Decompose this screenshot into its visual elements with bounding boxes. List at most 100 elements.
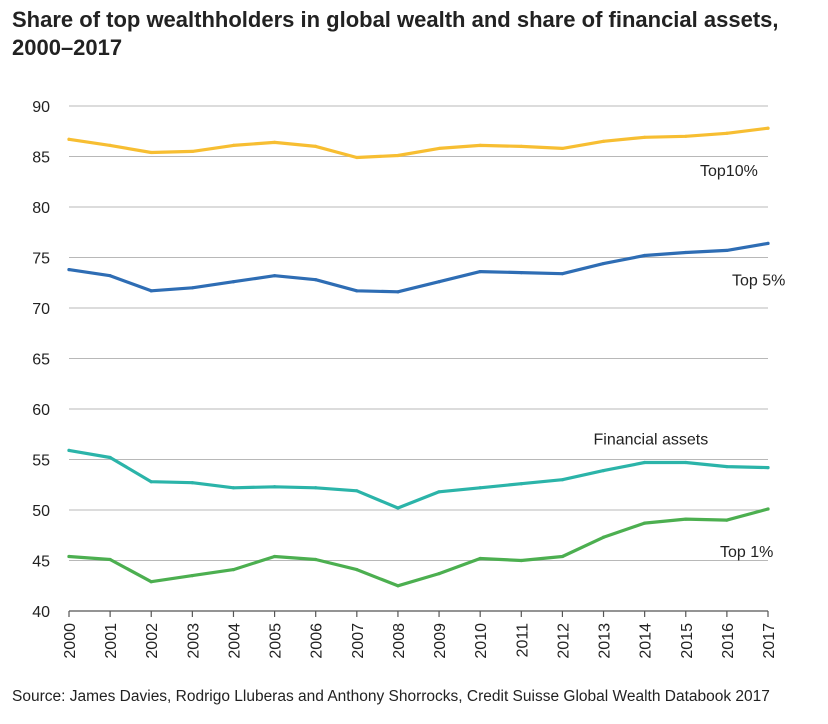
y-tick-label: 85 xyxy=(32,150,50,167)
data-point-top10 xyxy=(437,146,441,151)
series-line-top-5 xyxy=(67,241,770,294)
x-tick-label: 2001 xyxy=(103,623,120,659)
data-point-top-5 xyxy=(67,268,71,272)
data-point-top10 xyxy=(396,153,400,158)
data-point-top-1 xyxy=(437,572,441,576)
data-point-top-1 xyxy=(478,556,482,561)
data-point-top10 xyxy=(190,149,194,154)
data-point-financial-assets xyxy=(643,460,647,465)
x-tick-label: 2006 xyxy=(309,623,326,659)
series-label-financial-assets: Financial assets xyxy=(594,432,709,449)
data-point-top10 xyxy=(67,137,71,141)
data-point-top-1 xyxy=(108,557,112,562)
data-point-top-1 xyxy=(149,580,153,584)
x-tick-label: 2008 xyxy=(391,623,408,659)
data-point-top-1 xyxy=(643,521,647,525)
data-point-top-5 xyxy=(355,289,359,293)
data-point-top-5 xyxy=(766,241,770,245)
y-tick-label: 55 xyxy=(32,453,50,470)
data-point-top10 xyxy=(766,126,770,130)
data-point-financial-assets xyxy=(396,506,400,510)
x-tick-label: 2003 xyxy=(185,623,202,659)
data-point-top-5 xyxy=(519,271,523,275)
x-tick-label: 2010 xyxy=(473,623,490,659)
data-point-top-5 xyxy=(314,278,318,282)
data-point-top-5 xyxy=(560,272,565,276)
x-tick-label: 2002 xyxy=(144,623,161,659)
data-point-top-1 xyxy=(519,558,523,563)
data-point-top10 xyxy=(355,155,359,160)
series-lines xyxy=(67,126,770,588)
data-point-top-5 xyxy=(272,274,277,278)
data-point-top10 xyxy=(684,134,688,138)
source-note: Source: James Davies, Rodrigo Lluberas a… xyxy=(12,688,770,705)
data-point-top-5 xyxy=(149,289,153,293)
y-tick-label: 60 xyxy=(32,402,50,419)
data-point-top-5 xyxy=(396,290,400,294)
data-point-top10 xyxy=(314,144,318,148)
series-line-financial-assets xyxy=(67,448,770,510)
y-tick-label: 75 xyxy=(32,251,50,268)
data-point-financial-assets xyxy=(67,448,71,453)
y-tick-label: 50 xyxy=(32,503,50,520)
data-point-top-1 xyxy=(396,584,400,588)
data-point-financial-assets xyxy=(190,481,194,485)
series-label-top10: Top10% xyxy=(700,163,758,180)
data-point-top10 xyxy=(478,143,482,147)
data-point-financial-assets xyxy=(149,480,153,484)
data-point-top-5 xyxy=(231,280,236,284)
data-point-top10 xyxy=(643,135,647,139)
data-point-financial-assets xyxy=(231,486,236,490)
data-point-top-5 xyxy=(684,250,688,255)
y-tick-label: 90 xyxy=(32,99,50,116)
data-point-top-5 xyxy=(190,286,194,290)
grid-lines xyxy=(69,105,768,561)
y-tick-label: 65 xyxy=(32,352,50,369)
series-line-top-1 xyxy=(67,507,770,588)
axes: 40 45 50 55 60 65 70 75 80 85 90 2000 2001 2002 2003 20… xyxy=(32,99,778,659)
x-tick-label: 2016 xyxy=(720,623,737,659)
data-point-top-1 xyxy=(684,517,688,521)
x-tick-label: 2007 xyxy=(350,623,367,659)
data-point-top-1 xyxy=(231,567,236,572)
x-tick-label: 2005 xyxy=(268,623,285,659)
data-point-financial-assets xyxy=(725,464,729,469)
data-point-financial-assets xyxy=(766,465,770,470)
data-point-top-1 xyxy=(67,554,71,559)
data-point-top10 xyxy=(108,143,112,147)
x-tick-label: 2012 xyxy=(555,623,572,659)
data-point-top10 xyxy=(725,131,729,135)
data-point-top10 xyxy=(560,146,565,151)
series-label-top-1: Top 1% xyxy=(720,544,773,561)
y-tick-label: 80 xyxy=(32,200,50,217)
series-line-top10 xyxy=(67,126,770,160)
data-point-top-5 xyxy=(725,248,729,253)
y-tick-label: 70 xyxy=(32,301,50,318)
x-tick-label: 2011 xyxy=(514,623,531,658)
data-point-top10 xyxy=(272,140,277,144)
x-tick-label: 2004 xyxy=(226,623,243,659)
series-label-top-5: Top 5% xyxy=(732,272,785,289)
x-tick-label: 2015 xyxy=(679,623,696,659)
data-point-financial-assets xyxy=(560,478,565,482)
series-labels: Top10% Top 5% Financial assets Top 1% xyxy=(594,163,786,561)
data-point-financial-assets xyxy=(437,490,441,494)
x-tick-label: 2014 xyxy=(638,623,655,659)
data-point-financial-assets xyxy=(601,469,606,473)
x-tick-label: 2009 xyxy=(432,623,449,659)
data-point-top-5 xyxy=(643,253,647,258)
x-tick-label: 2000 xyxy=(62,623,79,659)
y-tick-label: 45 xyxy=(32,554,50,571)
data-point-top-5 xyxy=(601,261,606,266)
data-point-top10 xyxy=(149,150,153,155)
data-point-financial-assets xyxy=(355,489,359,493)
data-point-financial-assets xyxy=(684,460,688,465)
data-point-top-1 xyxy=(190,574,194,578)
data-point-top-5 xyxy=(478,270,482,274)
data-point-top-1 xyxy=(601,535,606,539)
data-point-top-1 xyxy=(560,554,565,559)
data-point-financial-assets xyxy=(108,455,112,460)
x-tick-label: 2017 xyxy=(761,623,778,659)
data-point-top-5 xyxy=(108,274,112,278)
